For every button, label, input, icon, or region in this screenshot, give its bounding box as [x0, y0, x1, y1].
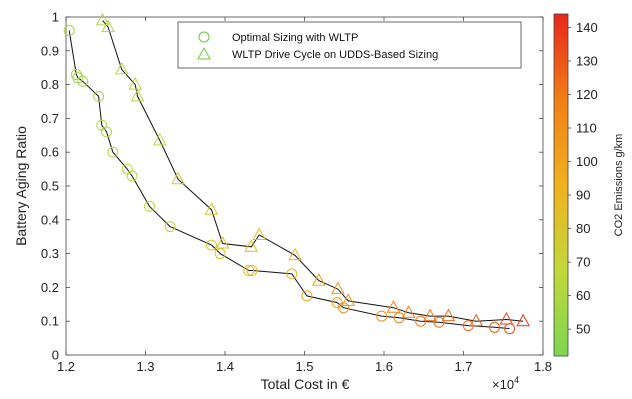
- x-exponent-power: 4: [514, 375, 519, 385]
- colorbar-tick-label: 120: [576, 87, 598, 102]
- colorbar-tick-label: 110: [576, 121, 597, 136]
- point-circle: [489, 321, 500, 333]
- y-tick-label: 0.2: [41, 280, 59, 295]
- legend-label-udds: WLTP Drive Cycle on UDDS-Based Sizing: [232, 49, 438, 61]
- point-triangle: [204, 202, 219, 215]
- point-triangle: [469, 313, 484, 327]
- y-tick-label: 0.1: [41, 314, 59, 329]
- y-axis-ticks: 0 0.1 0.2 0.3 0.4 0.5 0.6 0.7 0.8 0.9 1: [41, 10, 543, 363]
- y-tick-label: 0.4: [41, 212, 59, 227]
- point-circle: [243, 265, 255, 276]
- point-triangle: [516, 313, 530, 327]
- point-triangle: [215, 235, 230, 249]
- colorbar-tick-label: 70: [576, 255, 590, 270]
- point-triangle: [101, 19, 115, 33]
- x-tick-label: 1.4: [216, 359, 234, 374]
- point-triangle: [128, 77, 143, 90]
- point-triangle: [423, 308, 437, 322]
- point-triangle: [152, 132, 167, 146]
- point-circle: [301, 290, 313, 302]
- point-triangle: [130, 88, 145, 102]
- y-tick-label: 0.6: [41, 145, 59, 160]
- point-circle: [126, 170, 138, 182]
- point-triangle: [341, 293, 356, 306]
- x-tick-label: 1.8: [534, 359, 552, 374]
- x-axis-title: Total Cost in €: [261, 376, 350, 392]
- plot-area: [65, 16, 544, 356]
- x-exponent-base: ×10: [492, 377, 514, 392]
- colorbar-tick-label: 140: [576, 20, 598, 35]
- x-tick-label: 1.2: [57, 359, 75, 374]
- point-circle: [93, 90, 105, 102]
- legend-box: [177, 21, 522, 69]
- legend-triangle-marker: [197, 46, 211, 60]
- colorbar-ticks: 50 60 70 80 90 100 110 120 130 140: [568, 20, 598, 337]
- x-tick-label: 1.3: [136, 359, 154, 374]
- y-tick-label: 0.5: [41, 179, 59, 194]
- point-circle: [77, 75, 89, 87]
- point-circle: [376, 310, 388, 322]
- point-triangle: [499, 311, 514, 325]
- y-tick-label: 0.3: [41, 246, 59, 261]
- x-tick-label: 1.6: [375, 359, 393, 374]
- x-tick-label: 1.7: [454, 359, 472, 374]
- point-circle: [63, 25, 75, 36]
- point-circle: [433, 316, 445, 328]
- legend-label-optimal: Optimal Sizing with WLTP: [232, 32, 358, 44]
- point-triangle: [114, 61, 129, 75]
- point-triangle: [244, 239, 259, 252]
- point-circle: [144, 200, 155, 212]
- legend: Optimal Sizing with WLTP WLTP Drive Cycl…: [177, 21, 522, 69]
- point-circle: [206, 239, 217, 251]
- point-circle: [286, 268, 298, 280]
- point-triangle: [95, 12, 110, 26]
- series-line-2: [102, 20, 524, 322]
- series-markers: [63, 12, 530, 335]
- x-exponent-label: ×104: [492, 375, 519, 392]
- point-circle: [107, 146, 119, 158]
- legend-circle-marker: [198, 31, 210, 43]
- colorbar-tick-label: 130: [576, 53, 598, 68]
- colorbar-tick-label: 100: [576, 154, 598, 169]
- point-circle: [415, 315, 427, 327]
- colorbar: [553, 13, 569, 357]
- y-tick-label: 0.8: [41, 77, 59, 92]
- point-triangle: [171, 171, 185, 185]
- point-circle: [214, 248, 226, 260]
- y-tick-label: 0.7: [41, 111, 59, 126]
- point-triangle: [252, 227, 267, 240]
- y-tick-label: 0: [52, 348, 59, 363]
- point-triangle: [311, 273, 326, 286]
- colorbar-tick-label: 60: [576, 288, 590, 303]
- series-line-1: [68, 30, 510, 330]
- point-circle: [101, 126, 112, 138]
- point-circle: [246, 265, 258, 276]
- colorbar-title: CO2 Emissions g/km: [613, 134, 625, 237]
- point-triangle: [441, 308, 456, 322]
- point-circle: [164, 221, 176, 233]
- series-lines: [68, 20, 524, 330]
- point-triangle: [331, 281, 345, 295]
- y-axis-title: Battery Aging Ratio: [13, 126, 29, 246]
- y-tick-label: 0.9: [41, 43, 59, 58]
- colorbar-tick-label: 50: [576, 322, 590, 337]
- y-tick-label: 1: [52, 10, 59, 25]
- x-axis-ticks: 1.2 1.3 1.4 1.5 1.6 1.7 1.8: [57, 17, 552, 374]
- colorbar-tick-label: 80: [576, 221, 590, 236]
- x-tick-label: 1.5: [295, 359, 313, 374]
- point-triangle: [401, 305, 416, 318]
- point-triangle: [386, 300, 401, 313]
- colorbar-tick-label: 90: [576, 188, 590, 203]
- point-triangle: [288, 247, 302, 261]
